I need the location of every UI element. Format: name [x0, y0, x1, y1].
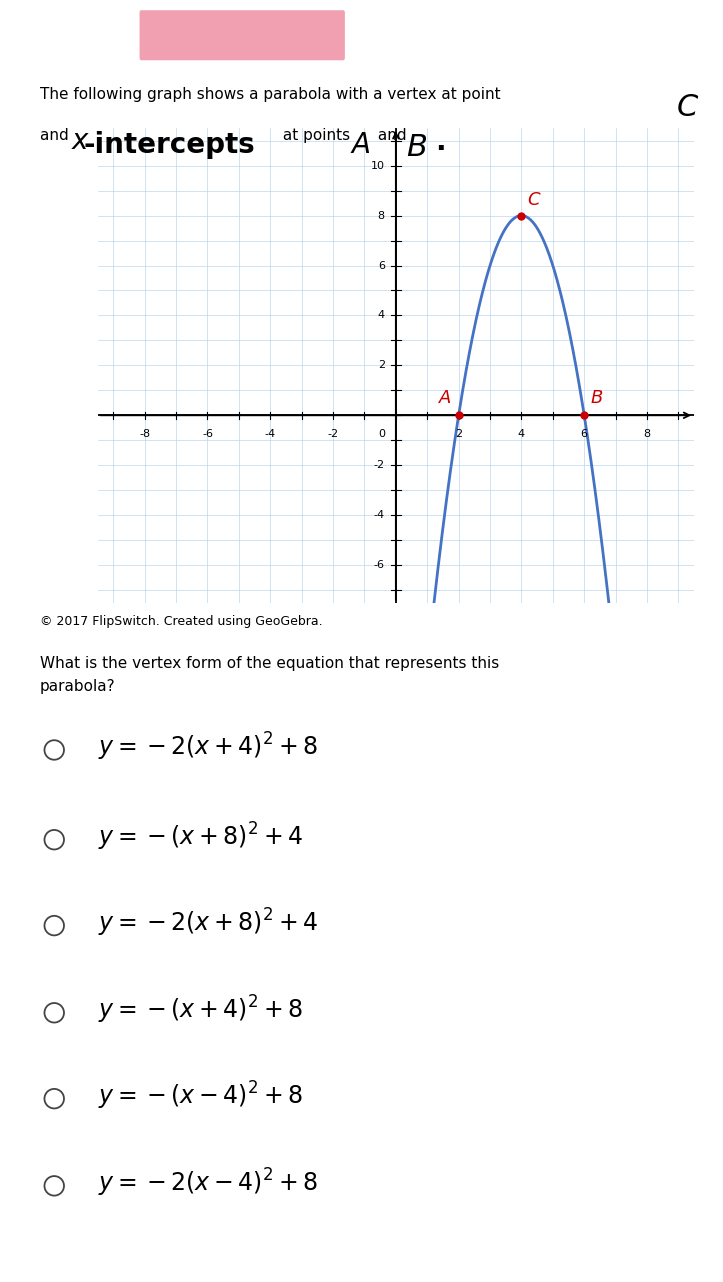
- Text: 4: 4: [377, 310, 385, 320]
- Text: -4: -4: [374, 510, 385, 520]
- Text: $y = -(x + 4)^2 + 8$: $y = -(x + 4)^2 + 8$: [98, 994, 303, 1026]
- Text: 8: 8: [643, 429, 651, 438]
- Text: and: and: [373, 128, 411, 144]
- Text: 8: 8: [377, 210, 385, 221]
- Text: -intercepts: -intercepts: [84, 131, 256, 159]
- Text: -2: -2: [374, 460, 385, 470]
- Text: -2: -2: [328, 429, 338, 438]
- Text: © 2017 FlipSwitch. Created using GeoGebra.: © 2017 FlipSwitch. Created using GeoGebr…: [40, 615, 322, 628]
- Text: $y = -(x + 8)^2 + 4$: $y = -(x + 8)^2 + 4$: [98, 820, 303, 853]
- Text: 4: 4: [518, 429, 525, 438]
- Text: $\it{A}$: $\it{A}$: [350, 132, 370, 159]
- Text: 2: 2: [377, 360, 385, 370]
- Text: at points: at points: [278, 128, 356, 144]
- Text: -8: -8: [139, 429, 150, 438]
- Text: 0: 0: [378, 429, 385, 438]
- Text: .: .: [435, 128, 446, 156]
- Text: $y = -(x - 4)^2 + 8$: $y = -(x - 4)^2 + 8$: [98, 1079, 303, 1111]
- Text: $C$: $C$: [527, 191, 542, 209]
- Text: The following graph shows a parabola with a vertex at point: The following graph shows a parabola wit…: [40, 87, 505, 103]
- Text: -6: -6: [374, 560, 385, 570]
- Text: 10: 10: [371, 160, 385, 171]
- Text: $y = -2(x + 8)^2 + 4$: $y = -2(x + 8)^2 + 4$: [98, 906, 317, 938]
- Text: 6: 6: [581, 429, 588, 438]
- Text: and: and: [40, 128, 74, 144]
- Text: $\bf{\it{B}}$: $\bf{\it{B}}$: [406, 132, 427, 163]
- Text: 2: 2: [455, 429, 462, 438]
- Text: 6: 6: [378, 260, 385, 271]
- Text: -6: -6: [202, 429, 213, 438]
- Text: $\it{x}$: $\it{x}$: [71, 127, 90, 155]
- Text: $\it{C}$: $\it{C}$: [676, 92, 699, 123]
- Text: -4: -4: [265, 429, 276, 438]
- Text: $y = -2(x - 4)^2 + 8$: $y = -2(x - 4)^2 + 8$: [98, 1167, 317, 1199]
- Text: $A$: $A$: [438, 388, 453, 406]
- Text: $y = -2(x + 4)^2 + 8$: $y = -2(x + 4)^2 + 8$: [98, 731, 317, 763]
- Text: What is the vertex form of the equation that represents this
parabola?: What is the vertex form of the equation …: [40, 656, 499, 694]
- Text: $B$: $B$: [591, 388, 604, 406]
